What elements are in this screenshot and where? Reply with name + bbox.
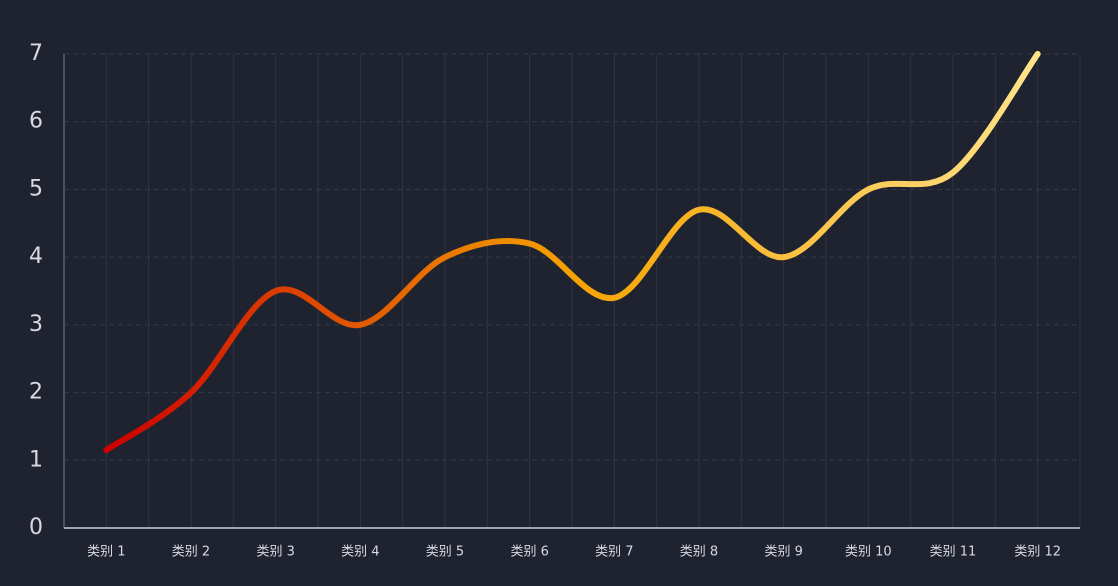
x-tick-label: 类别 4 <box>341 545 379 560</box>
x-tick-label: 类别 12 <box>1014 545 1061 560</box>
y-tick-label: 5 <box>29 176 43 201</box>
y-tick-label: 2 <box>29 380 43 405</box>
x-tick-label: 类别 5 <box>426 545 464 560</box>
line <box>103 51 1041 454</box>
y-tick-label: 3 <box>29 312 43 337</box>
y-tick-label: 6 <box>29 109 43 134</box>
x-tick-label: 类别 6 <box>510 545 548 560</box>
y-tick-label: 4 <box>29 244 43 269</box>
x-tick-label: 类别 11 <box>930 545 977 560</box>
y-tick-label: 0 <box>29 515 43 540</box>
x-tick-label: 类别 1 <box>87 545 125 560</box>
x-tick-label: 类别 3 <box>256 545 294 560</box>
x-tick-label: 类别 7 <box>595 545 633 560</box>
x-tick-label: 类别 8 <box>680 545 718 560</box>
x-tick-label: 类别 10 <box>845 545 892 560</box>
x-tick-label: 类别 9 <box>764 545 802 560</box>
y-tick-label: 1 <box>29 447 43 472</box>
y-tick-label: 7 <box>29 41 43 66</box>
x-tick-label: 类别 2 <box>172 545 210 560</box>
